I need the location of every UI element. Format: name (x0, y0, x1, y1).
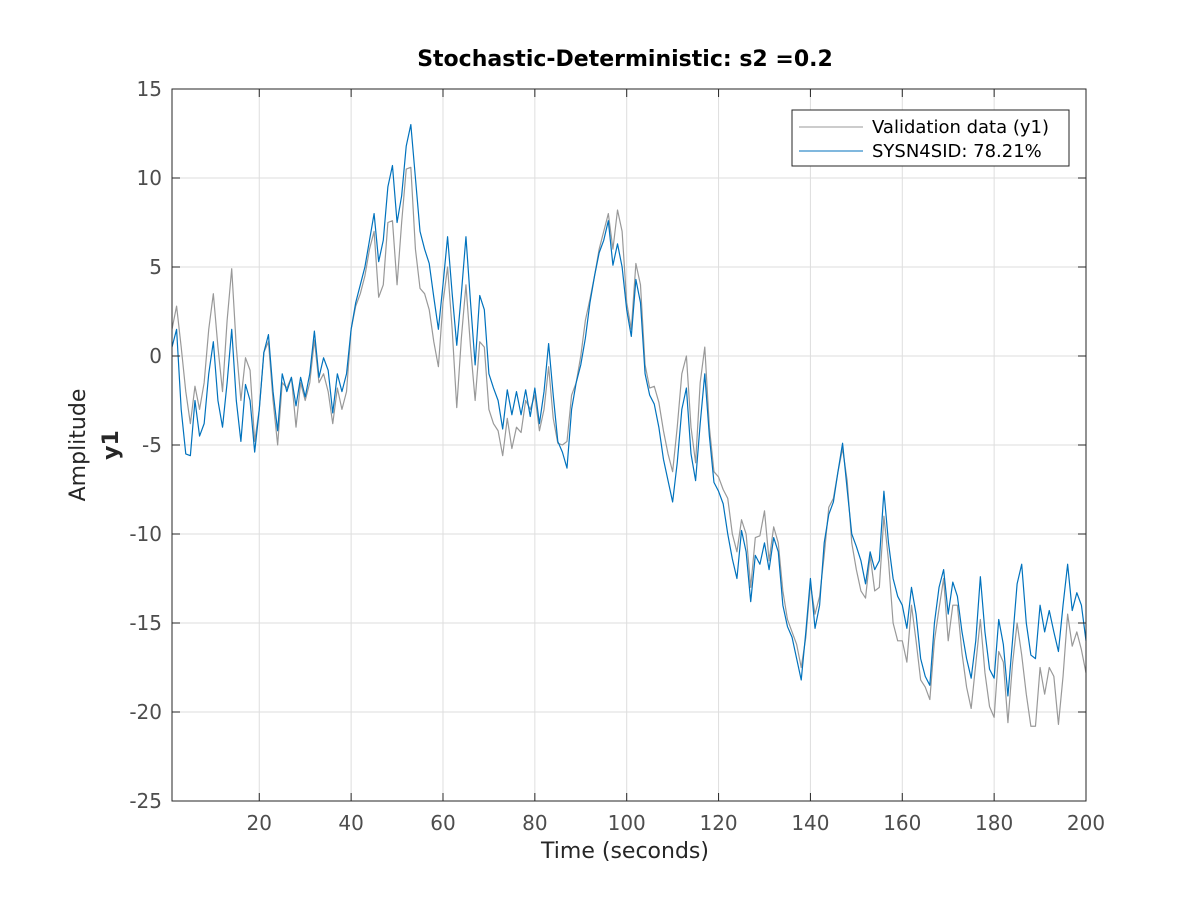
x-tick-label: 160 (883, 811, 921, 835)
x-tick-label: 200 (1067, 811, 1105, 835)
series-layer (171, 123, 1087, 727)
legend-box (791, 109, 1070, 167)
y-tick-label: 10 (137, 166, 162, 190)
x-tick-label: 120 (699, 811, 737, 835)
x-tick-label: 180 (975, 811, 1013, 835)
y-tick-label: -25 (129, 789, 162, 813)
y-tick-label: -15 (129, 611, 162, 635)
y-axis-label: Amplitude (66, 389, 91, 502)
legend-label-sysn4sid: SYSN4SID: 78.21% (872, 141, 1042, 162)
series-line-sysn4sid (171, 123, 1087, 697)
x-tick-label: 20 (247, 811, 272, 835)
chart-title: Stochastic-Deterministic: s2 =0.2 (417, 47, 833, 72)
x-tick-label: 100 (608, 811, 646, 835)
y-tick-label: -20 (129, 700, 162, 724)
legend: Validation data (y1) SYSN4SID: 78.21% (791, 109, 1070, 167)
legend-label-validation: Validation data (y1) (872, 117, 1049, 138)
y-tick-label: 5 (149, 255, 162, 279)
x-tick-label: 40 (338, 811, 363, 835)
x-axis-label: Time (seconds) (540, 839, 709, 864)
series-line-validation (171, 166, 1087, 727)
x-tick-label: 60 (430, 811, 455, 835)
x-axis-ticks: 20 40 60 80 100 120 140 160 180 200 (247, 89, 1105, 835)
y-tick-label: 0 (149, 344, 162, 368)
y-tick-label: -10 (129, 522, 162, 546)
x-tick-label: 80 (522, 811, 547, 835)
y-tick-label: -5 (142, 433, 162, 457)
x-tick-label: 140 (791, 811, 829, 835)
y-tick-label: 15 (137, 77, 162, 101)
y-axis-ticks: 15 10 5 0 -5 -10 -15 -20 -25 (129, 77, 1086, 813)
y-axis-channel-label: y1 (99, 430, 124, 460)
